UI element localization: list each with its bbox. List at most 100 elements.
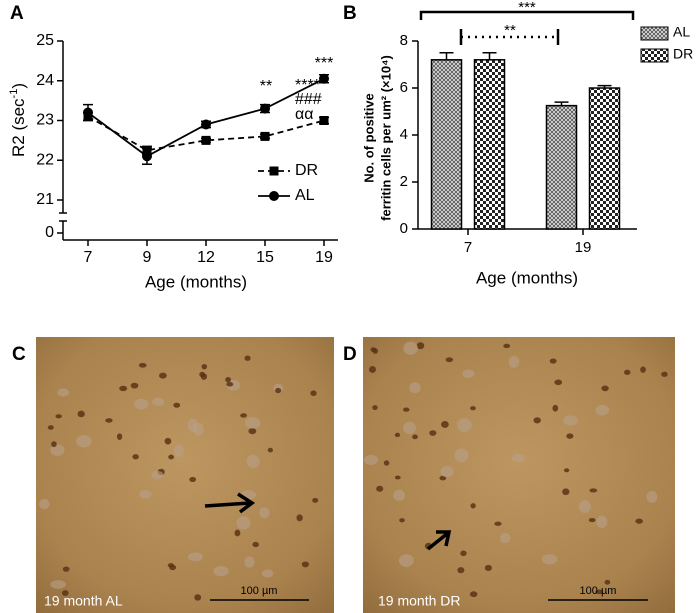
cell: [441, 421, 449, 428]
x-tick-label: 19: [315, 249, 333, 266]
cell: [164, 437, 172, 445]
cell: [168, 454, 175, 460]
cell: [246, 454, 260, 469]
y-tick-label: 4: [400, 126, 408, 143]
bar: [545, 104, 578, 230]
x-tick-label: 7: [84, 249, 93, 266]
cells: [38, 341, 668, 601]
cell: [261, 569, 274, 578]
cell: [61, 590, 69, 597]
cell: [563, 468, 570, 473]
cell: [566, 433, 574, 439]
legend-label: DR: [295, 162, 318, 179]
cell: [119, 385, 128, 392]
x-tick-label: 19: [575, 239, 592, 256]
cell: [248, 428, 257, 435]
cell: [173, 444, 184, 458]
cell: [578, 500, 592, 514]
annotation: ###: [295, 91, 322, 108]
cell: [403, 407, 410, 412]
point: [260, 103, 270, 114]
point: [319, 73, 329, 84]
cell: [213, 566, 229, 577]
cell: [394, 475, 401, 480]
scale-label: 100 µm: [241, 585, 278, 597]
point: [201, 135, 211, 145]
legend-marker: [269, 191, 279, 201]
cell: [296, 514, 303, 522]
cell: [259, 507, 270, 519]
cell: [409, 382, 421, 394]
legend-swatch: [640, 26, 669, 41]
cell: [132, 454, 139, 460]
x-tick-label: 7: [464, 239, 472, 256]
annotation: ***: [518, 0, 536, 16]
cell: [494, 521, 502, 526]
cell: [554, 379, 563, 386]
point: [319, 116, 329, 125]
cell: [462, 369, 475, 379]
panel-label: C: [12, 344, 26, 365]
cell: [159, 372, 167, 379]
cell: [601, 385, 609, 392]
bar: [430, 59, 463, 230]
cell: [403, 341, 418, 355]
cell: [134, 398, 149, 410]
bar: [473, 59, 506, 230]
cell: [635, 518, 643, 524]
y-tick-label: 24: [36, 72, 54, 89]
y-label-text: R2 (sec: [9, 98, 28, 157]
cell: [200, 373, 208, 380]
cell: [440, 466, 454, 478]
bar: [588, 87, 621, 230]
cell: [194, 594, 202, 601]
tissue-texture: [36, 337, 334, 613]
y-axis-label: R2 (sec-1): [8, 83, 29, 157]
cell: [456, 418, 472, 433]
cell: [562, 488, 570, 496]
cell: [57, 388, 70, 397]
cell: [244, 355, 251, 361]
cell: [151, 470, 164, 480]
cell: [38, 498, 50, 510]
cell: [454, 448, 469, 463]
cell: [596, 515, 608, 528]
cell: [310, 390, 317, 397]
cell: [139, 490, 152, 499]
cell: [55, 414, 62, 419]
legend-marker: [269, 166, 279, 176]
cell: [457, 567, 465, 574]
cell: [595, 404, 610, 416]
y-tick-label: 8: [400, 32, 408, 49]
cell: [549, 358, 557, 364]
annotation: **: [260, 78, 272, 95]
x-axis-label: Age (months): [145, 272, 247, 291]
point: [201, 119, 211, 130]
cell: [646, 490, 658, 503]
annotation: αα: [295, 106, 314, 123]
cell: [394, 432, 401, 438]
y-tick-label: 2: [400, 173, 408, 190]
cell: [508, 356, 520, 368]
y-tick-label: 22: [36, 151, 54, 168]
y-axis-label: No. of positive: [361, 93, 376, 183]
cell: [445, 357, 454, 363]
cell: [301, 561, 309, 568]
cell: [51, 441, 57, 448]
cell: [661, 371, 668, 377]
x-tick-label: 15: [256, 249, 274, 266]
cell: [412, 434, 418, 440]
cell: [402, 421, 416, 435]
cell: [363, 454, 379, 465]
cell: [470, 406, 476, 411]
legend-label: DR: [673, 46, 693, 62]
cell: [187, 418, 198, 433]
cell: [187, 552, 203, 562]
cell: [393, 489, 406, 501]
y-label-sup: -1: [8, 89, 20, 99]
cell: [116, 433, 123, 440]
cell: [244, 556, 255, 568]
cell: [372, 348, 379, 354]
cell: [552, 404, 559, 412]
legend-label: AL: [295, 187, 315, 204]
